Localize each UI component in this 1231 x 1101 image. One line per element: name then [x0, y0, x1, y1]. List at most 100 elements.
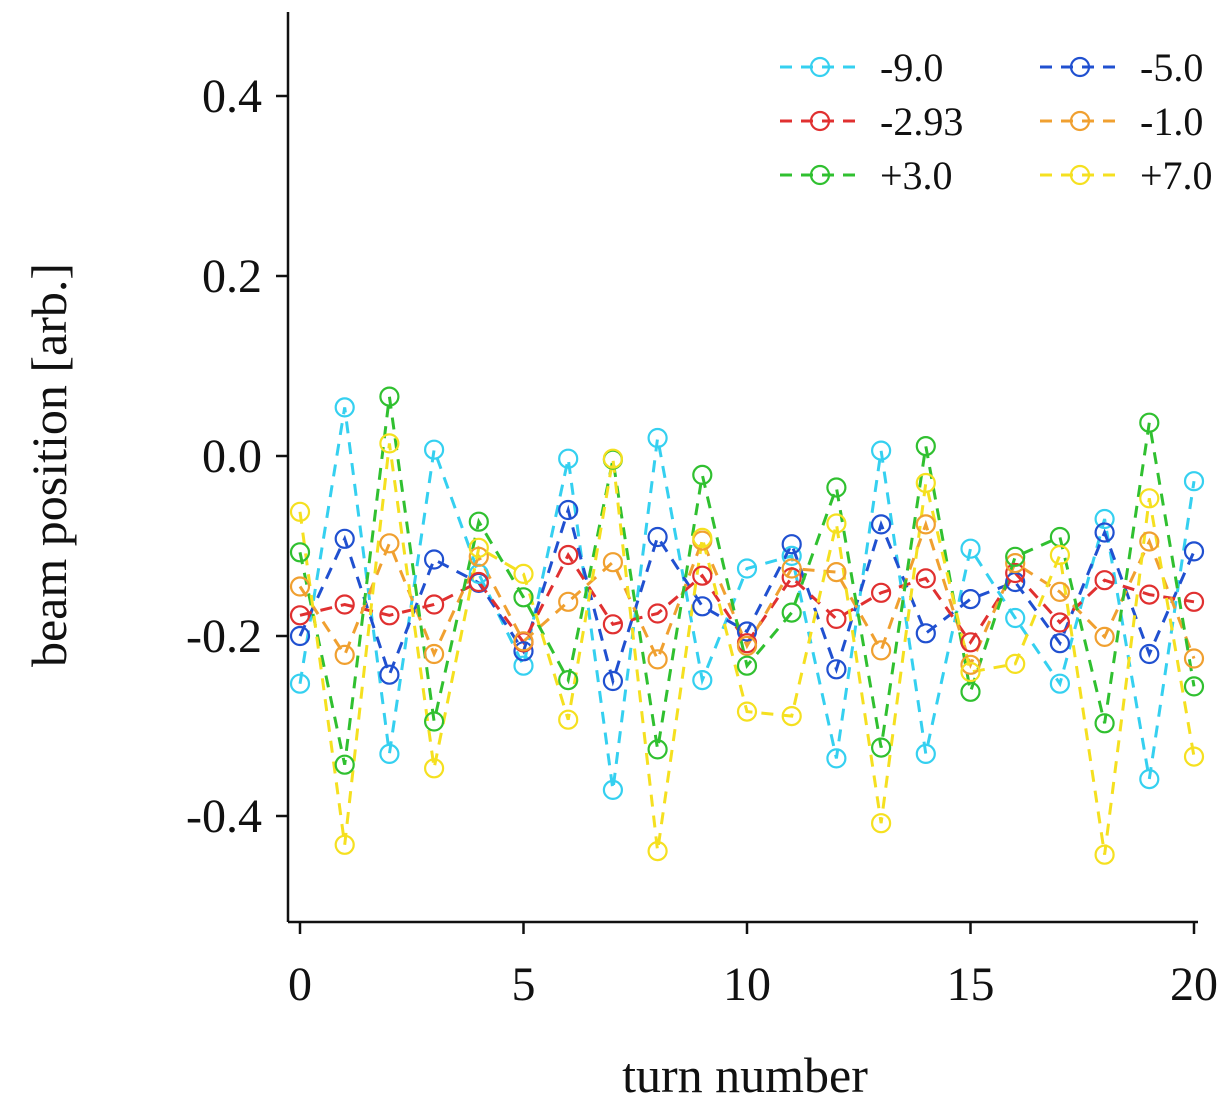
- data-point: [1139, 768, 1160, 790]
- data-point: [468, 571, 489, 593]
- data-point: [424, 711, 445, 732]
- data-point: [960, 632, 981, 653]
- legend-label: -2.93: [880, 99, 963, 144]
- data-point: [960, 588, 981, 610]
- data-point: [468, 511, 489, 532]
- series-line: [298, 519, 1196, 670]
- data-point: [602, 614, 624, 635]
- data-point: [558, 448, 579, 469]
- data-point: [424, 758, 445, 779]
- y-tick-label: -0.2: [186, 610, 262, 663]
- data-point: [736, 655, 758, 676]
- data-point: [558, 544, 579, 566]
- data-point: [379, 533, 400, 554]
- data-point: [558, 499, 579, 521]
- data-point: [1139, 643, 1160, 665]
- data-point: [826, 513, 847, 534]
- data-point: [289, 501, 311, 522]
- data-point: [289, 542, 311, 563]
- data-point: [424, 549, 445, 570]
- data-point: [736, 701, 758, 722]
- legend-swatch-marker: [1069, 110, 1091, 132]
- data-point: [1139, 531, 1160, 552]
- legend-label: -9.0: [880, 45, 943, 90]
- data-point: [826, 748, 847, 769]
- data-point: [870, 514, 892, 535]
- data-point: [1094, 626, 1115, 648]
- data-point: [1094, 713, 1115, 734]
- legend-label: +3.0: [880, 153, 953, 198]
- data-point: [647, 739, 668, 760]
- legend-label: +7.0: [1140, 153, 1213, 198]
- legend-swatch-marker: [1069, 56, 1091, 78]
- y-tick-label: 0.4: [202, 70, 262, 123]
- x-tick-label: 15: [947, 958, 995, 1011]
- data-point: [379, 433, 400, 454]
- x-ticks: 0 5 10 15 20: [288, 922, 1218, 1011]
- data-point: [915, 436, 936, 457]
- series-lines: [298, 396, 1196, 855]
- series-line: [298, 407, 1196, 791]
- data-point: [647, 603, 668, 624]
- data-point: [289, 576, 311, 597]
- axes: [286, 12, 1198, 924]
- data-point: [334, 528, 355, 549]
- legend-swatch-marker: [809, 164, 831, 186]
- data-point: [334, 834, 355, 855]
- data-point: [692, 669, 713, 691]
- data-point: [289, 625, 311, 647]
- data-point: [334, 594, 355, 615]
- data-point: [915, 472, 936, 494]
- legend-swatch-marker: [809, 56, 831, 78]
- data-point: [1049, 612, 1071, 633]
- data-point: [692, 464, 713, 485]
- data-point: [1139, 412, 1160, 433]
- data-point: [647, 427, 668, 449]
- data-point: [736, 558, 758, 579]
- data-point: [960, 661, 981, 683]
- data-point: [513, 563, 534, 585]
- data-point: [826, 608, 847, 630]
- data-point: [289, 673, 311, 694]
- data-point: [870, 640, 892, 661]
- data-point: [1049, 544, 1071, 566]
- y-axis-title: beam position [arb.]: [21, 263, 77, 667]
- data-point: [424, 643, 445, 665]
- data-point: [1005, 607, 1026, 629]
- data-point: [826, 659, 847, 680]
- legend-label: -5.0: [1140, 45, 1203, 90]
- data-point: [736, 635, 758, 657]
- data-point: [826, 477, 847, 498]
- data-point: [1094, 522, 1115, 543]
- series-line: [298, 443, 1196, 855]
- data-point: [870, 737, 892, 758]
- data-point: [1094, 570, 1115, 591]
- data-point: [915, 514, 936, 535]
- data-point: [1183, 648, 1205, 669]
- legend-label: -1.0: [1140, 99, 1203, 144]
- data-point: [379, 386, 400, 407]
- data-point: [513, 587, 534, 608]
- data-point: [1183, 746, 1205, 767]
- data-point: [334, 644, 355, 666]
- data-point: [602, 552, 624, 573]
- series-line: [298, 396, 1196, 766]
- y-tick-label: 0.2: [202, 250, 262, 303]
- data-point: [558, 591, 579, 612]
- series-markers: [289, 386, 1205, 865]
- data-point: [915, 568, 936, 589]
- data-point: [1005, 546, 1026, 567]
- data-point: [334, 397, 355, 418]
- data-point: [1049, 633, 1071, 654]
- data-point: [1005, 562, 1026, 584]
- data-point: [289, 605, 311, 626]
- data-point: [960, 654, 981, 675]
- data-point: [1183, 541, 1205, 562]
- data-point: [1183, 676, 1205, 697]
- legend-swatch-marker: [1069, 164, 1091, 186]
- data-point: [1139, 488, 1160, 509]
- data-point: [870, 813, 892, 834]
- data-point: [781, 602, 802, 623]
